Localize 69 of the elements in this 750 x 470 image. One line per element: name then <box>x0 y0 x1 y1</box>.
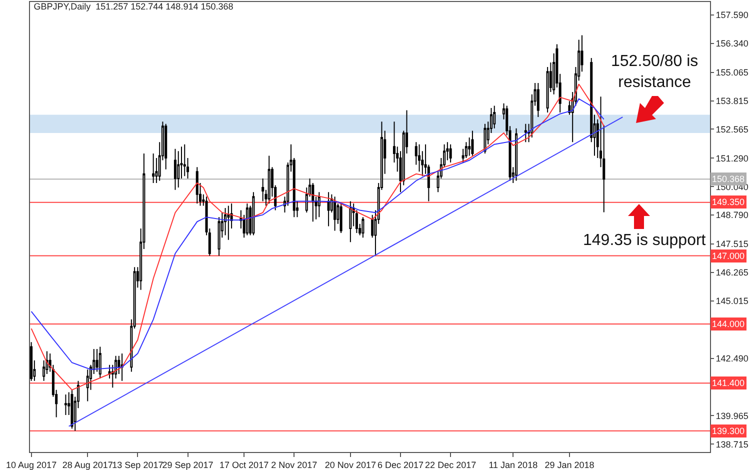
candlestick <box>152 152 155 184</box>
x-tick-label: 13 Sep 2017 <box>112 460 164 470</box>
ref-line-label: 150.368 <box>712 174 745 184</box>
ref-line-label: 144.000 <box>712 319 745 329</box>
x-tick-label: 22 Dec 2017 <box>425 460 476 470</box>
candlestick <box>164 123 168 170</box>
candlestick <box>30 342 33 382</box>
candlestick <box>252 192 255 236</box>
candlestick <box>227 205 230 240</box>
candlestick <box>493 105 496 129</box>
candlestick <box>120 353 124 382</box>
candlestick <box>312 182 314 222</box>
candlestick <box>86 368 89 402</box>
y-tick-label: 148.790 <box>716 210 748 220</box>
ref-line-label: 141.400 <box>712 378 745 388</box>
candlestick <box>546 66 549 114</box>
candlestick <box>340 202 342 234</box>
y-tick-label: 151.290 <box>716 153 748 164</box>
candlestick <box>418 144 421 172</box>
y-tick-label: 139.965 <box>716 410 748 421</box>
annotation: 149.35 is support <box>583 232 706 249</box>
candlestick <box>224 208 227 236</box>
candlestick <box>449 144 452 164</box>
x-tick-label: 10 Aug 2017 <box>6 460 57 470</box>
y-tick-label: 153.815 <box>716 96 748 106</box>
x-tick-label: 29 Jan 2018 <box>544 460 594 470</box>
y-tick-label: 147.515 <box>716 239 748 250</box>
y-tick-label: 145.015 <box>716 296 748 306</box>
candlestick <box>98 346 102 380</box>
candlestick <box>334 196 336 232</box>
candlestick <box>471 130 474 156</box>
candlestick <box>174 148 176 190</box>
x-tick-label: 6 Dec 2017 <box>377 460 424 470</box>
candlestick <box>177 150 180 188</box>
candlestick <box>524 123 527 143</box>
candlestick <box>349 200 352 243</box>
candlestick <box>268 155 270 204</box>
y-tick-label: 152.565 <box>716 124 748 134</box>
candlestick <box>464 142 468 158</box>
y-tick-label: 138.715 <box>716 439 748 450</box>
y-tick-label: 156.340 <box>716 38 748 49</box>
y-tick-label: 142.490 <box>716 353 748 364</box>
annotation: 152.50/80 is resistance <box>611 53 698 91</box>
ref-line-label: 139.300 <box>712 426 745 436</box>
candlestick <box>515 128 518 182</box>
candlestick <box>183 144 186 177</box>
candlestick <box>70 389 74 430</box>
chart-title: GBPJPY,Daily 151.257 152.744 148.914 150.368 <box>34 2 234 12</box>
candlestick <box>362 216 364 238</box>
x-tick-label: 20 Nov 2017 <box>324 460 376 470</box>
ref-line-label: 149.350 <box>712 197 745 207</box>
candlestick <box>218 216 220 256</box>
x-tick-label: 17 Oct 2017 <box>220 460 269 470</box>
candlestick <box>536 82 540 118</box>
x-tick-label: 2 Nov 2017 <box>271 460 318 470</box>
x-tick-label: 29 Sep 2017 <box>162 460 214 470</box>
candlestick <box>196 166 198 204</box>
y-tick-label: 146.265 <box>716 268 748 278</box>
x-tick-label: 11 Jan 2018 <box>488 460 538 470</box>
candlestick <box>484 123 486 154</box>
candlestick <box>246 202 248 236</box>
ref-line-label: 147.000 <box>712 251 745 261</box>
y-tick-label: 155.065 <box>716 68 748 78</box>
candlestick <box>327 192 330 227</box>
candlestick <box>318 192 320 218</box>
x-tick-label: 28 Aug 2017 <box>62 460 113 470</box>
candlestick <box>64 394 67 416</box>
y-tick-label: 157.590 <box>716 10 748 20</box>
candlestick <box>262 178 264 202</box>
